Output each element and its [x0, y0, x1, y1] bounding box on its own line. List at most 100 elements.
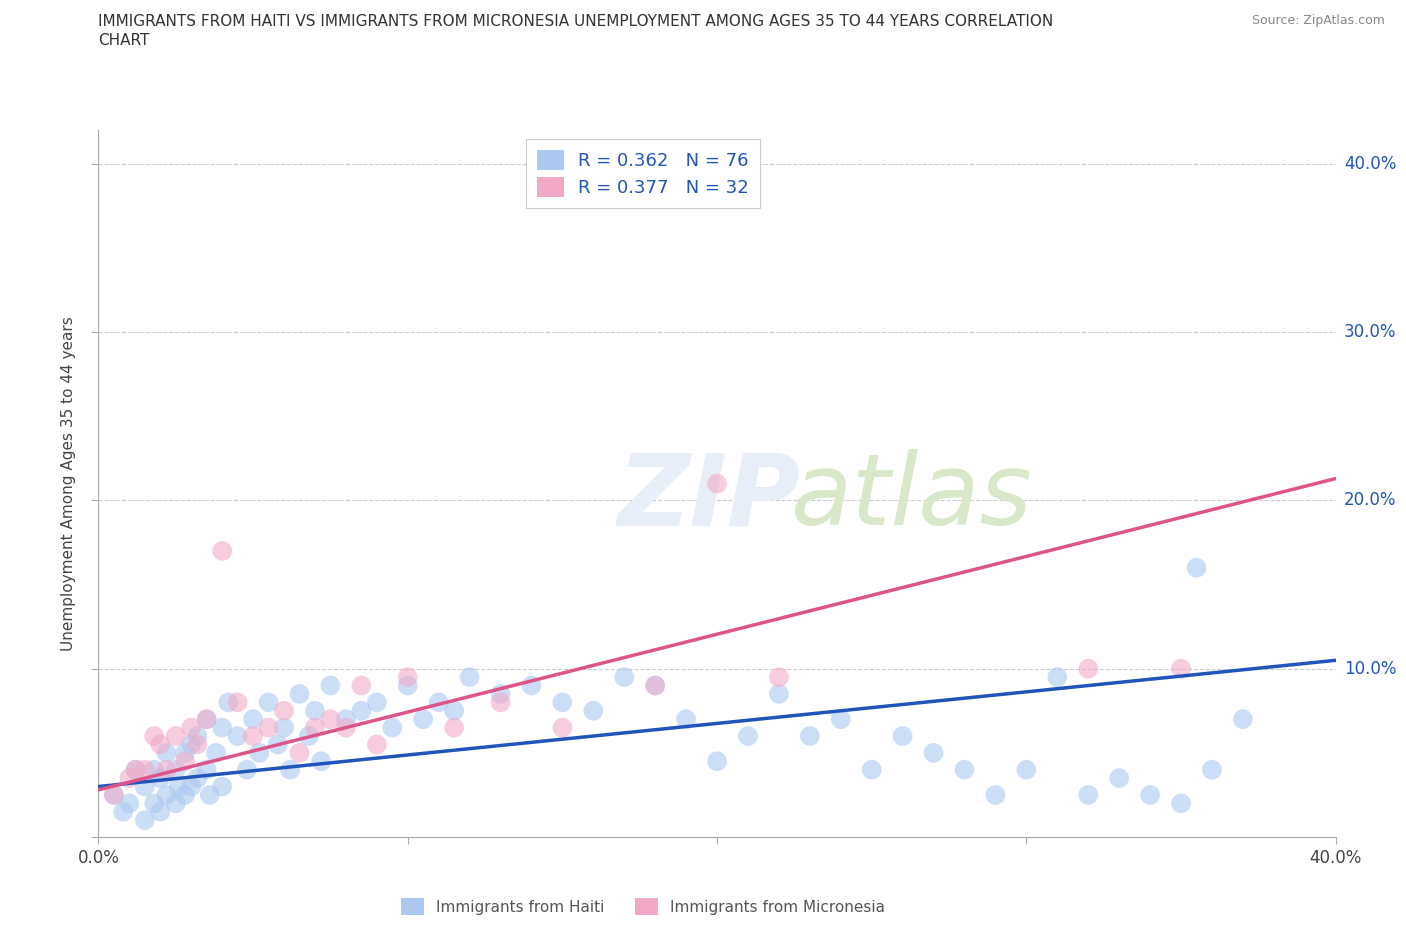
Point	[134, 813, 156, 828]
Point	[309, 754, 332, 769]
Point	[922, 746, 945, 761]
Point	[174, 788, 197, 803]
Point	[226, 728, 249, 743]
Point	[1046, 670, 1069, 684]
Text: 40.0%: 40.0%	[1344, 155, 1396, 173]
Point	[427, 695, 450, 710]
Legend: Immigrants from Haiti, Immigrants from Micronesia: Immigrants from Haiti, Immigrants from M…	[395, 893, 891, 922]
Point	[830, 711, 852, 726]
Point	[366, 737, 388, 751]
Point	[134, 763, 156, 777]
Point	[582, 703, 605, 718]
Point	[155, 746, 177, 761]
Point	[267, 737, 290, 751]
Point	[242, 728, 264, 743]
Point	[768, 686, 790, 701]
Point	[124, 763, 146, 777]
Point	[984, 788, 1007, 803]
Point	[1077, 661, 1099, 676]
Point	[1201, 763, 1223, 777]
Point	[186, 737, 208, 751]
Point	[205, 746, 228, 761]
Point	[891, 728, 914, 743]
Point	[257, 695, 280, 710]
Point	[124, 763, 146, 777]
Point	[1015, 763, 1038, 777]
Point	[112, 804, 135, 819]
Point	[396, 670, 419, 684]
Point	[174, 746, 197, 761]
Point	[167, 779, 190, 794]
Point	[257, 720, 280, 735]
Text: 10.0%: 10.0%	[1344, 659, 1396, 678]
Point	[706, 476, 728, 491]
Text: IMMIGRANTS FROM HAITI VS IMMIGRANTS FROM MICRONESIA UNEMPLOYMENT AMONG AGES 35 T: IMMIGRANTS FROM HAITI VS IMMIGRANTS FROM…	[98, 14, 1053, 29]
Point	[118, 796, 141, 811]
Point	[247, 746, 270, 761]
Point	[143, 796, 166, 811]
Point	[273, 720, 295, 735]
Point	[165, 763, 187, 777]
Point	[350, 703, 373, 718]
Point	[155, 763, 177, 777]
Point	[458, 670, 481, 684]
Point	[613, 670, 636, 684]
Point	[180, 720, 202, 735]
Point	[350, 678, 373, 693]
Point	[319, 678, 342, 693]
Point	[273, 703, 295, 718]
Point	[298, 728, 321, 743]
Point	[195, 711, 218, 726]
Point	[644, 678, 666, 693]
Point	[165, 728, 187, 743]
Point	[381, 720, 404, 735]
Point	[198, 788, 221, 803]
Point	[226, 695, 249, 710]
Point	[768, 670, 790, 684]
Point	[412, 711, 434, 726]
Text: Source: ZipAtlas.com: Source: ZipAtlas.com	[1251, 14, 1385, 27]
Y-axis label: Unemployment Among Ages 35 to 44 years: Unemployment Among Ages 35 to 44 years	[60, 316, 76, 651]
Point	[443, 720, 465, 735]
Point	[195, 763, 218, 777]
Point	[242, 711, 264, 726]
Point	[211, 779, 233, 794]
Point	[737, 728, 759, 743]
Point	[366, 695, 388, 710]
Text: ZIP: ZIP	[619, 449, 801, 546]
Point	[180, 737, 202, 751]
Point	[675, 711, 697, 726]
Point	[149, 804, 172, 819]
Point	[551, 695, 574, 710]
Point	[706, 754, 728, 769]
Point	[1108, 771, 1130, 786]
Point	[143, 728, 166, 743]
Point	[304, 703, 326, 718]
Point	[118, 771, 141, 786]
Point	[335, 711, 357, 726]
Point	[186, 771, 208, 786]
Point	[1139, 788, 1161, 803]
Point	[1077, 788, 1099, 803]
Point	[304, 720, 326, 735]
Point	[165, 796, 187, 811]
Point	[195, 711, 218, 726]
Point	[319, 711, 342, 726]
Point	[860, 763, 883, 777]
Point	[489, 695, 512, 710]
Point	[396, 678, 419, 693]
Point	[520, 678, 543, 693]
Point	[1170, 796, 1192, 811]
Point	[103, 788, 125, 803]
Point	[174, 754, 197, 769]
Point	[155, 788, 177, 803]
Point	[211, 543, 233, 558]
Point	[799, 728, 821, 743]
Point	[217, 695, 239, 710]
Point	[236, 763, 259, 777]
Point	[1170, 661, 1192, 676]
Point	[278, 763, 301, 777]
Point	[186, 728, 208, 743]
Point	[149, 771, 172, 786]
Point	[180, 779, 202, 794]
